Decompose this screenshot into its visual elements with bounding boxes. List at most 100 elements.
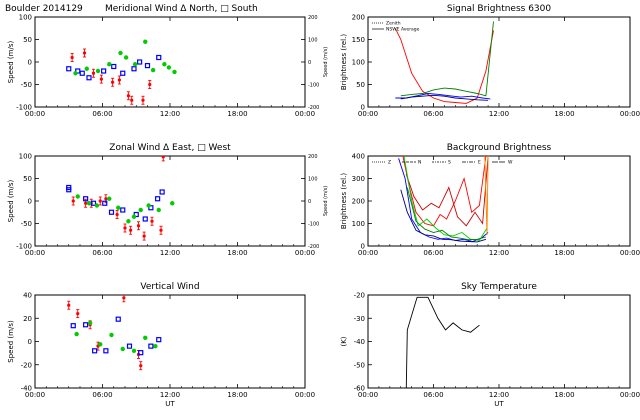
background-series-line: [484, 156, 489, 235]
meridional-point: [123, 55, 129, 60]
signal-plot-area: [394, 21, 494, 104]
signal-xtick-label: 18:00: [554, 110, 574, 118]
meridional-point: [73, 71, 78, 76]
meridional-point: [91, 71, 96, 75]
meridional-point: [120, 70, 126, 76]
zonal-point: [138, 207, 143, 213]
vertical-point: [74, 331, 79, 337]
zonal-ytick-label: 100: [19, 153, 32, 161]
background-series-line: [406, 187, 487, 241]
zonal-xtick-label: 00:00: [25, 249, 45, 257]
vertical-frame: [34, 294, 306, 389]
signal-series-line: [400, 94, 489, 101]
zonal-point: [108, 209, 115, 215]
zonal-point: [120, 207, 126, 213]
zonal-point: [98, 199, 102, 203]
background-legend-N: N: [418, 160, 421, 166]
zonal-point: [86, 201, 92, 206]
zonal-ylabel-right: Speed (m/s): [323, 186, 329, 216]
zonal-ytick-label: 0: [28, 198, 32, 206]
meridional-point: [137, 59, 143, 65]
meridional-point: [99, 77, 103, 81]
signal-xtick-label: 00:00: [620, 110, 640, 118]
vertical-plot-area: [67, 295, 162, 371]
zonal-point: [102, 200, 108, 206]
skytemp-ytick-label: -50: [354, 361, 365, 369]
vertical-point: [139, 364, 143, 368]
zonal-ytick-right-label: 100: [308, 177, 318, 183]
meridional-ylabel-right: Speed (m/s): [323, 47, 329, 77]
zonal-point: [142, 234, 146, 238]
zonal-point: [94, 203, 100, 208]
skytemp-ytick-label: -60: [354, 385, 365, 393]
zonal-point: [150, 219, 154, 223]
meridional-point: [84, 66, 89, 71]
background-ytick-label: 200: [352, 198, 365, 206]
meridional-point: [117, 78, 121, 82]
zonal-ytick-right-label: 0: [308, 199, 311, 205]
meridional-point: [79, 70, 85, 76]
meridional-ytick-label: -50: [21, 81, 32, 89]
meridional-point: [144, 62, 151, 69]
background-xtick-label: 00:00: [358, 249, 378, 257]
skytemp-xtick-label: 06:00: [423, 391, 443, 399]
meridional-xtick-label: 18:00: [227, 110, 247, 118]
vertical-xlabel: UT: [165, 400, 175, 408]
background-legend-S: S: [448, 160, 451, 166]
background-xtick-label: 00:00: [620, 249, 640, 257]
zonal-point: [90, 200, 97, 206]
signal-ytick-label: 150: [352, 36, 365, 44]
vertical-ylabel: Speed (m/s): [7, 320, 15, 363]
background-ytick-label: 400: [352, 153, 365, 161]
zonal-point: [66, 187, 72, 193]
vertical-ytick-label: -20: [21, 361, 32, 369]
zonal-plot-area: [66, 156, 175, 241]
zonal-ytick-label: -50: [21, 220, 32, 228]
meridional-point: [148, 82, 152, 87]
meridional-point: [66, 66, 72, 72]
zonal-point: [133, 211, 139, 218]
vertical-point: [156, 337, 162, 343]
zonal-point: [126, 219, 131, 224]
vertical-point: [70, 323, 76, 329]
vertical-xtick-label: 00:00: [25, 391, 45, 399]
skytemp-xtick-label: 12:00: [489, 391, 509, 399]
meridional-point: [118, 50, 123, 56]
vertical-point: [98, 342, 103, 347]
vertical-point: [131, 348, 137, 353]
signal-xtick-label: 06:00: [423, 110, 443, 118]
meridional-ytick-label: -100: [16, 104, 32, 112]
zonal-point: [71, 199, 75, 203]
zonal-ylabel: Speed (m/s): [7, 180, 15, 223]
vertical-ytick-label: 0: [28, 338, 32, 346]
meridional-frame: [34, 16, 306, 108]
meridional-point: [166, 65, 172, 70]
signal-title: Signal Brightness 6300: [447, 4, 551, 14]
zonal-point: [84, 201, 88, 205]
zonal-xtick-label: 12:00: [160, 249, 180, 257]
vertical-point: [138, 350, 144, 356]
signal-legend-average: NSWE Average: [386, 27, 420, 33]
zonal-ytick-right-label: -200: [308, 244, 319, 250]
zonal-point: [107, 196, 112, 201]
meridional-xtick-label: 06:00: [92, 110, 112, 118]
vertical-point: [148, 343, 154, 349]
background-series-line: [403, 156, 488, 241]
meridional-point: [82, 51, 87, 55]
skytemp-ytick-label: -20: [354, 292, 365, 300]
vertical-point: [153, 343, 158, 349]
vertical-ytick-label: 20: [23, 315, 32, 323]
meridional-ytick-right-label: 0: [308, 60, 311, 66]
skytemp-ylabel: (K): [340, 336, 348, 346]
meridional-xtick-label: 12:00: [160, 110, 180, 118]
meridional-point: [132, 62, 138, 67]
background-ytick-label: 0: [361, 243, 365, 251]
zonal-point: [159, 228, 163, 232]
zonal-xtick-label: 06:00: [92, 249, 112, 257]
skytemp-xlabel: UT: [494, 400, 504, 408]
signal-series-line: [400, 21, 494, 97]
meridional-ytick-right-label: -100: [308, 83, 319, 89]
zonal-point: [170, 201, 175, 206]
zonal-point: [159, 189, 165, 195]
zonal-ytick-right-label: 200: [308, 154, 318, 160]
